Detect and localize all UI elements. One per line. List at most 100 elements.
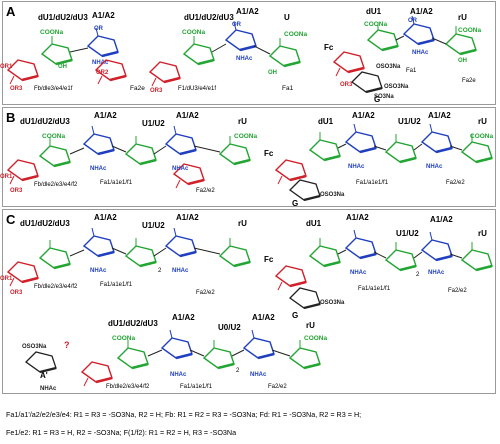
svg-text:Fa1/a1e1/f1: Fa1/a1e1/f1 xyxy=(100,180,133,186)
svg-text:rU: rU xyxy=(478,117,487,126)
svg-text:U1/U2: U1/U2 xyxy=(142,119,165,128)
svg-text:NHAc: NHAc xyxy=(236,56,253,62)
svg-text:Fa1/a1e1/f1: Fa1/a1e1/f1 xyxy=(100,282,133,288)
panel-c-structure-3: dU1/dU2/dU3 A1/A2 U0/U2 A1/A2 rU A' ? 2 … xyxy=(22,313,328,392)
panel-c-structure-2: dU1 A1/A2 U1/U2 A1/A2 rU Fc G 2 NHAc NHA… xyxy=(264,213,494,320)
svg-text:2: 2 xyxy=(416,272,420,278)
svg-text:NHAc: NHAc xyxy=(350,270,367,276)
svg-text:A': A' xyxy=(40,371,48,380)
svg-text:COONa: COONa xyxy=(234,133,258,140)
svg-text:A1/A2: A1/A2 xyxy=(176,111,199,120)
svg-text:OSO3Na: OSO3Na xyxy=(320,192,345,198)
panel-a-structure-1: dU1/dU2/dU3 A1/A2 COONa OH OR NHAc OR1 O… xyxy=(0,11,120,92)
panel-a-structure-3: dU1 A1/A2 rU Fc G COONa COONa OR NHAc OH… xyxy=(324,7,482,104)
svg-text:SO3Na: SO3Na xyxy=(374,94,394,100)
svg-text:A1/A2: A1/A2 xyxy=(94,213,117,222)
svg-text:OR: OR xyxy=(232,22,242,28)
svg-text:A1/A2: A1/A2 xyxy=(252,313,275,322)
svg-text:2: 2 xyxy=(236,368,240,374)
panel-label: A xyxy=(6,4,16,19)
svg-text:rU: rU xyxy=(238,219,247,228)
svg-text:OR: OR xyxy=(94,26,104,32)
footnote-line-2: Fe1/e2: R1 = R3 = H, R2 = -SO3Na; F(1/f2… xyxy=(6,428,237,437)
svg-text:NHAc: NHAc xyxy=(348,164,365,170)
footnote-line-1: Fa1/a1'/a2/e2/e3/e4: R1 = R3 = -SO3Na, R… xyxy=(6,410,362,419)
svg-text:dU1: dU1 xyxy=(366,7,382,16)
svg-text:Fb/dle2/e3/e4/f2: Fb/dle2/e3/e4/f2 xyxy=(34,182,78,188)
svg-text:U1/U2: U1/U2 xyxy=(142,221,165,230)
svg-text:A1/A2: A1/A2 xyxy=(94,111,117,120)
svg-text:U1/U2: U1/U2 xyxy=(396,229,419,238)
svg-text:A1/A2: A1/A2 xyxy=(430,215,453,224)
residue-label: A1/A2 xyxy=(92,11,115,20)
svg-text:OH: OH xyxy=(458,58,467,64)
fraction-label: F1/dU3/e4/e1f xyxy=(178,86,216,92)
svg-text:Fc: Fc xyxy=(324,43,334,52)
svg-text:NHAc: NHAc xyxy=(172,268,189,274)
svg-text:Fb/dle2/e3/e4/f2: Fb/dle2/e3/e4/f2 xyxy=(106,384,150,390)
svg-text:U1/U2: U1/U2 xyxy=(398,117,421,126)
svg-text:Fa1/a1e1/f1: Fa1/a1e1/f1 xyxy=(356,180,389,186)
svg-text:COONa: COONa xyxy=(364,21,388,28)
panel-label: B xyxy=(6,110,16,125)
svg-text:OSO3Na: OSO3Na xyxy=(376,64,401,70)
svg-text:OR3: OR3 xyxy=(150,88,163,94)
svg-text:OSO3Na: OSO3Na xyxy=(22,344,47,350)
svg-text:dU1: dU1 xyxy=(318,117,334,126)
svg-text:dU1/dU2/dU3: dU1/dU2/dU3 xyxy=(108,319,158,328)
svg-text:OR3: OR3 xyxy=(10,86,23,92)
svg-text:OR1: OR1 xyxy=(0,276,13,282)
svg-text:NHAc: NHAc xyxy=(92,60,109,66)
svg-text:NHAc: NHAc xyxy=(412,50,429,56)
svg-text:dU1/dU2/dU3: dU1/dU2/dU3 xyxy=(20,117,70,126)
residue-label: dU1/dU2/dU3 xyxy=(184,13,234,22)
panel-c: C xyxy=(2,209,496,394)
svg-text:Fa2/e2: Fa2/e2 xyxy=(196,188,215,194)
svg-text:Fa2/e2: Fa2/e2 xyxy=(448,288,467,294)
svg-text:OR2: OR2 xyxy=(96,70,109,76)
svg-text:OSO3Na: OSO3Na xyxy=(320,300,345,306)
svg-text:OR1: OR1 xyxy=(0,64,13,70)
svg-text:NHAc: NHAc xyxy=(90,166,107,172)
fraction-label: Fb/dle3/e4/e1f xyxy=(34,86,73,92)
residue-label: U xyxy=(284,13,290,22)
svg-text:COONa: COONa xyxy=(182,29,206,36)
svg-text:OR1: OR1 xyxy=(0,174,13,180)
svg-text:OR3: OR3 xyxy=(10,188,23,194)
svg-text:NHAc: NHAc xyxy=(428,270,445,276)
svg-text:NHAc: NHAc xyxy=(170,372,187,378)
svg-text:Fa1: Fa1 xyxy=(406,68,417,74)
svg-text:NHAc: NHAc xyxy=(90,268,107,274)
svg-text:COONa: COONa xyxy=(284,31,308,38)
svg-text:OH: OH xyxy=(58,64,67,70)
residue-label: dU1/dU2/dU3 xyxy=(38,13,88,22)
svg-text:?: ? xyxy=(64,340,70,350)
svg-text:Fa1/a1e1/f1: Fa1/a1e1/f1 xyxy=(180,384,213,390)
svg-text:NHAc: NHAc xyxy=(250,372,267,378)
svg-text:COONa: COONa xyxy=(458,27,482,34)
svg-text:COONa: COONa xyxy=(470,133,494,140)
residue-label: A1/A2 xyxy=(236,7,259,16)
svg-text:Fa2/e2: Fa2/e2 xyxy=(446,180,465,186)
svg-text:Fa1/a1e1/f1: Fa1/a1e1/f1 xyxy=(358,286,391,292)
svg-text:Fc: Fc xyxy=(264,255,274,264)
svg-text:G: G xyxy=(292,311,298,320)
svg-text:dU1: dU1 xyxy=(306,219,322,228)
svg-text:Fa2/e2: Fa2/e2 xyxy=(196,290,215,296)
fraction-label: Fa2e xyxy=(130,85,145,92)
svg-text:Fa2/e2: Fa2/e2 xyxy=(268,384,287,390)
svg-text:A1/A2: A1/A2 xyxy=(172,313,195,322)
panel-c-structure-1: dU1/dU2/dU3 A1/A2 U1/U2 A1/A2 rU 2 NHAc … xyxy=(0,213,252,296)
svg-text:G: G xyxy=(374,95,380,104)
svg-text:2: 2 xyxy=(158,268,162,274)
panel-a-structure-2: dU1/dU2/dU3 A1/A2 U COONa COONa OH OR NH… xyxy=(94,7,308,94)
svg-text:rU: rU xyxy=(478,229,487,238)
svg-text:A1/A2: A1/A2 xyxy=(346,213,369,222)
svg-text:A1/A2: A1/A2 xyxy=(352,111,375,120)
svg-text:Fc: Fc xyxy=(264,149,274,158)
svg-text:NHAc: NHAc xyxy=(172,166,189,172)
fraction-label: Fa1 xyxy=(282,85,294,92)
panel-label: C xyxy=(6,212,16,227)
svg-text:NHAc: NHAc xyxy=(426,164,443,170)
